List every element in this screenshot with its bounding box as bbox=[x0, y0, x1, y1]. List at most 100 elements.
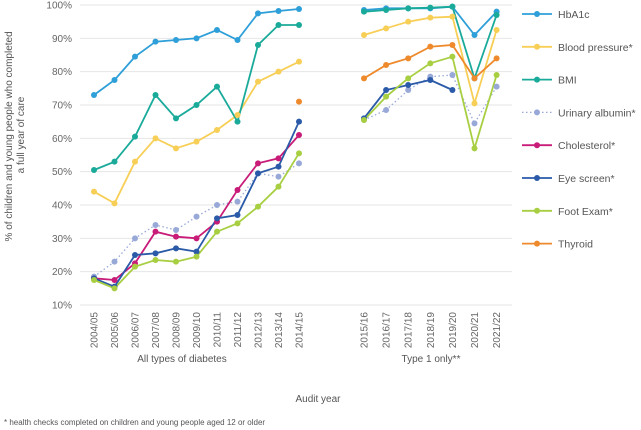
legend-marker-urinary bbox=[534, 109, 540, 116]
data-point-urinary bbox=[152, 222, 159, 228]
data-point-foot bbox=[91, 277, 97, 283]
data-point-bp bbox=[91, 188, 97, 195]
data-point-eye bbox=[405, 82, 412, 88]
y-tick-label: 100% bbox=[46, 1, 72, 12]
data-point-urinary bbox=[405, 87, 412, 93]
data-point-foot bbox=[173, 258, 179, 265]
data-point-bmi bbox=[214, 83, 220, 90]
data-point-foot bbox=[449, 53, 456, 60]
data-point-bp bbox=[405, 18, 412, 25]
data-point-thyroid bbox=[405, 55, 412, 62]
data-point-bmi bbox=[493, 12, 500, 18]
data-point-urinary bbox=[193, 213, 200, 220]
data-point-foot bbox=[111, 285, 118, 292]
data-point-hba1c bbox=[234, 37, 241, 43]
data-point-eye bbox=[296, 118, 302, 125]
y-tick-label: 60% bbox=[52, 134, 72, 145]
data-point-bp bbox=[449, 13, 456, 20]
data-point-bmi bbox=[296, 22, 302, 28]
data-point-foot bbox=[193, 253, 200, 260]
data-point-bp bbox=[111, 200, 118, 207]
data-point-eye bbox=[427, 77, 434, 83]
data-point-foot bbox=[296, 150, 302, 157]
legend-label-eye: Eye screen* bbox=[558, 173, 615, 185]
y-tick-label: 20% bbox=[52, 267, 72, 278]
x-tick-label: 2009/10 bbox=[192, 312, 203, 349]
y-tick-label: 80% bbox=[52, 67, 72, 78]
data-point-urinary bbox=[234, 198, 241, 205]
data-point-eye bbox=[132, 252, 138, 258]
legend-marker-bmi bbox=[534, 76, 540, 83]
legend-label-foot: Foot Exam* bbox=[558, 206, 613, 218]
legend-marker-hba1c bbox=[534, 11, 540, 17]
data-point-foot bbox=[493, 72, 500, 78]
legend-marker-foot bbox=[534, 207, 540, 214]
data-point-bmi bbox=[383, 7, 390, 13]
group-label-type1: Type 1 only** bbox=[402, 354, 461, 365]
y-tick-label: 10% bbox=[52, 301, 72, 312]
y-axis-title-line1: % of children and young people who compl… bbox=[4, 31, 15, 241]
data-point-eye bbox=[214, 215, 220, 222]
data-point-bp bbox=[193, 138, 200, 145]
data-point-foot bbox=[255, 203, 261, 210]
data-point-bmi bbox=[275, 22, 282, 28]
data-point-hba1c bbox=[132, 53, 138, 60]
data-point-bp bbox=[361, 32, 367, 38]
data-point-foot bbox=[405, 75, 412, 82]
data-point-eye bbox=[275, 163, 282, 170]
series-line-urinary bbox=[93, 162, 300, 278]
x-tick-label: 2021/22 bbox=[492, 312, 503, 349]
footnote: * health checks completed on children an… bbox=[4, 418, 265, 427]
data-point-bp bbox=[173, 145, 179, 152]
data-point-thyroid bbox=[427, 43, 434, 50]
series-line-hba1c bbox=[93, 8, 300, 96]
data-point-foot bbox=[234, 220, 241, 227]
data-point-urinary bbox=[296, 160, 302, 167]
legend-marker-eye bbox=[534, 175, 540, 181]
x-tick-label: 2006/07 bbox=[131, 312, 142, 349]
data-point-bmi bbox=[449, 3, 456, 10]
y-tick-label: 70% bbox=[52, 101, 72, 112]
data-point-thyroid bbox=[361, 75, 367, 82]
legend-label-urinary: Urinary albumin* bbox=[558, 107, 636, 119]
x-tick-label: 2013/14 bbox=[274, 312, 285, 349]
data-point-urinary bbox=[471, 120, 478, 127]
data-point-hba1c bbox=[275, 8, 282, 14]
x-tick-label: 2010/11 bbox=[213, 312, 224, 348]
data-point-bp bbox=[471, 100, 478, 107]
x-tick-label: 2007/08 bbox=[151, 312, 162, 349]
data-point-thyroid bbox=[296, 98, 302, 105]
data-point-bp bbox=[493, 27, 500, 33]
plot-lines bbox=[93, 5, 498, 290]
x-tick-label: 2018/19 bbox=[426, 312, 437, 349]
data-point-foot bbox=[152, 257, 159, 263]
data-point-urinary bbox=[214, 202, 220, 208]
data-point-thyroid bbox=[449, 42, 456, 48]
legend-label-bp: Blood pressure* bbox=[558, 42, 633, 54]
data-point-foot bbox=[361, 117, 367, 123]
series-line-bmi bbox=[93, 24, 299, 171]
data-point-foot bbox=[132, 263, 138, 270]
data-point-bmi bbox=[405, 5, 412, 12]
data-point-bmi bbox=[91, 167, 97, 173]
data-point-urinary bbox=[111, 258, 118, 265]
y-gridlines: 10% 20% 30% 40% 50% 60% 70% 80% 90% 100% bbox=[46, 1, 512, 312]
data-point-hba1c bbox=[152, 38, 159, 45]
series-line-bp bbox=[93, 60, 300, 205]
data-point-foot bbox=[427, 60, 434, 67]
legend-label-bmi: BMI bbox=[558, 75, 577, 87]
data-point-chol bbox=[255, 160, 261, 167]
data-point-hba1c bbox=[214, 27, 220, 33]
data-point-eye bbox=[449, 87, 456, 93]
legend-label-hba1c: HbA1c bbox=[558, 9, 590, 21]
data-point-hba1c bbox=[255, 10, 261, 17]
data-point-eye bbox=[383, 87, 390, 93]
data-point-chol bbox=[152, 228, 159, 235]
data-point-bmi bbox=[427, 4, 434, 11]
data-point-thyroid bbox=[471, 75, 478, 82]
legend-marker-thyroid bbox=[534, 240, 540, 247]
data-point-bp bbox=[132, 158, 138, 165]
data-point-eye bbox=[234, 212, 241, 218]
x-tick-label: 2015/16 bbox=[360, 312, 371, 349]
